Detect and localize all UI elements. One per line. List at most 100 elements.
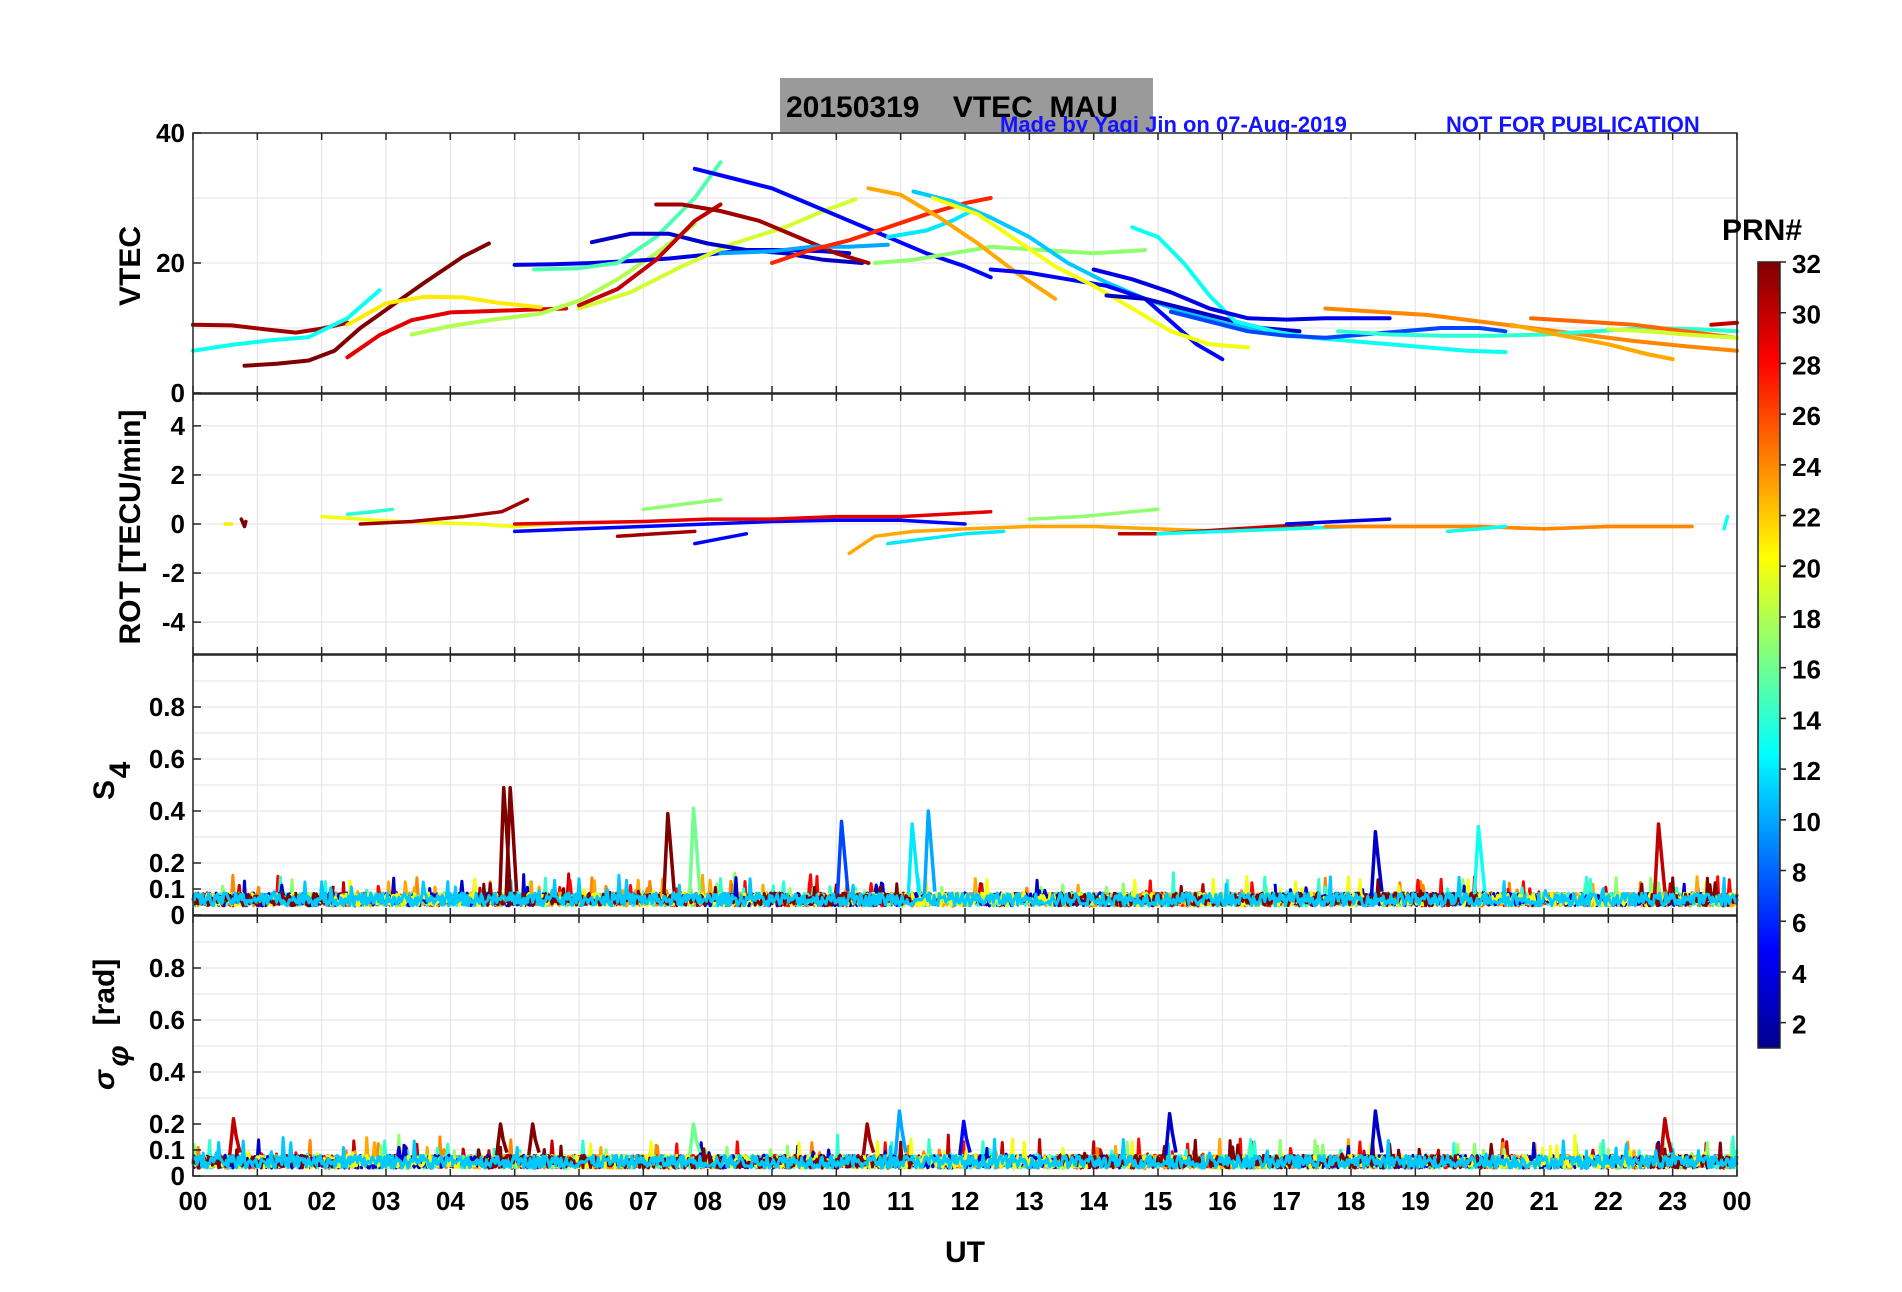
vtec-ylabel: VTEC <box>114 226 147 306</box>
title-box <box>780 78 1153 132</box>
peak-prn-12 <box>906 822 921 895</box>
peak-prn-30 <box>227 1117 242 1156</box>
colorbar-tick-label: 2 <box>1792 1010 1806 1040</box>
svg-text:S: S <box>88 780 121 800</box>
x-tick-label: 13 <box>1015 1186 1044 1216</box>
peak-prn-5 <box>958 1119 972 1156</box>
x-tick-label: 19 <box>1401 1186 1430 1216</box>
peak-prn-32 <box>527 1122 541 1156</box>
s4-ylabel: S 4 <box>88 761 137 800</box>
y-tick-label: 40 <box>156 118 185 148</box>
peak-prn-31 <box>861 1122 876 1156</box>
series-line-prn-29 <box>512 509 993 526</box>
series-line-prn-31 <box>358 497 530 526</box>
series-line-prn-32 <box>239 517 248 529</box>
peak-prn-32 <box>504 785 519 895</box>
rot-panel: -4 -2 0 2 4 <box>162 393 1738 655</box>
peak-prn-3 <box>1163 1111 1178 1156</box>
colorbar-title: PRN# <box>1722 214 1802 247</box>
series-line-prn-15 <box>532 160 723 272</box>
y-tick-label: 0.1 <box>149 874 185 904</box>
series-line-prn-23 <box>866 186 1058 301</box>
x-tick-label: 20 <box>1465 1186 1494 1216</box>
x-tick-label: 09 <box>758 1186 787 1216</box>
x-tick-label: 06 <box>565 1186 594 1216</box>
peak-prn-30 <box>1659 1117 1674 1156</box>
x-tick-label: 23 <box>1658 1186 1687 1216</box>
x-tick-label: 05 <box>500 1186 529 1216</box>
x-tick-label: 03 <box>372 1186 401 1216</box>
series-line-prn-12 <box>885 209 974 239</box>
series-line-prn-30 <box>577 202 723 308</box>
peak-prn-3 <box>1369 830 1384 895</box>
peak-prn-30 <box>1652 822 1667 895</box>
peak-prn-13 <box>1472 824 1487 895</box>
colorbar-tick-label: 28 <box>1792 350 1821 380</box>
figure-title: 20150319 VTEC MAU <box>786 91 1118 124</box>
series-line-prn-5 <box>693 532 749 546</box>
svg-text:σ: σ <box>88 1069 121 1090</box>
x-tick-label: 11 <box>887 1186 915 1216</box>
series-line-prn-13 <box>1722 514 1730 531</box>
series-line-prn-18 <box>409 222 697 337</box>
colorbar-tick-label: 10 <box>1792 807 1821 837</box>
x-tick-label: 12 <box>951 1186 980 1216</box>
series-line-prn-17 <box>1027 507 1160 521</box>
x-tick-labels: 00 01 02 03 04 05 06 07 08 09 10 11 12 13 14 15 16 17 18 19… <box>179 1186 1752 1216</box>
series-line-prn-13 <box>1156 524 1353 536</box>
series-line-prn-21 <box>345 294 543 327</box>
series-line-prn-29 <box>345 306 569 360</box>
series-line-prn-31 <box>615 529 697 539</box>
x-tick-label: 18 <box>1337 1186 1366 1216</box>
x-tick-label: 16 <box>1208 1186 1237 1216</box>
series-line-prn-13 <box>1445 524 1508 534</box>
y-tick-label: 0.1 <box>149 1135 185 1165</box>
colorbar-tick-label: 16 <box>1792 655 1821 685</box>
x-tick-label: 10 <box>822 1186 851 1216</box>
svg-text:[rad]: [rad] <box>88 959 121 1026</box>
colorbar-tick-label: 8 <box>1792 858 1806 888</box>
y-tick-label: 0.8 <box>149 692 185 722</box>
vtec-panel: 0 20 40 <box>156 118 1739 408</box>
y-tick-label: 0.6 <box>149 1005 185 1035</box>
colorbar-tick-label: 4 <box>1792 959 1807 989</box>
x-tick-label: 00 <box>1723 1186 1752 1216</box>
x-tick-label: 02 <box>307 1186 336 1216</box>
series-line-prn-5 <box>692 166 993 280</box>
x-tick-label: 08 <box>693 1186 722 1216</box>
series-line-prn-25 <box>1529 316 1739 340</box>
y-tick-label: 0 <box>171 509 185 539</box>
y-tick-label: 0.2 <box>149 1109 185 1139</box>
y-tick-label: 4 <box>171 411 186 441</box>
colorbar-tick-label: 14 <box>1792 705 1821 735</box>
series-line-prn-20 <box>319 514 556 529</box>
series-line-prn-23 <box>1509 322 1675 362</box>
colorbar-tick-label: 12 <box>1792 756 1821 786</box>
y-tick-label: 0.8 <box>149 953 185 983</box>
colorbar-tick-label: 6 <box>1792 908 1806 938</box>
colorbar-tick-label: 20 <box>1792 553 1821 583</box>
y-tick-label: 0 <box>171 1161 185 1191</box>
colorbar-tick-label: 26 <box>1792 401 1821 431</box>
peak-prn-3 <box>1369 1109 1384 1156</box>
series-line-prn-14 <box>345 507 395 516</box>
colorbar-tick-label: 32 <box>1792 249 1821 279</box>
x-axis-label: UT <box>945 1236 985 1269</box>
x-tick-label: 00 <box>179 1186 208 1216</box>
colorbar-ticks: 32 30 28 26 24 22 20 18 16 14 12 10 8 6 4 2 <box>1780 249 1821 1040</box>
svg-text:4: 4 <box>104 761 137 778</box>
peak-prn-32 <box>494 1122 509 1156</box>
x-tick-label: 04 <box>436 1186 465 1216</box>
x-tick-label: 01 <box>243 1186 272 1216</box>
peak-prn-16 <box>687 806 702 895</box>
trace-prn-11 <box>191 873 1739 908</box>
y-tick-label: 0.4 <box>149 796 186 826</box>
y-tick-label: 0 <box>171 900 185 930</box>
series-line-prn-4 <box>1091 267 1392 322</box>
sigma-phi-ylabel: σ φ [rad] <box>88 959 135 1090</box>
sigma-phi-panel: 00.10.2 0.4 0.6 0.8 <box>149 915 1739 1191</box>
y-tick-label: 20 <box>156 248 185 278</box>
colorbar-tick-label: 24 <box>1792 452 1821 482</box>
x-tick-label: 21 <box>1530 1186 1559 1216</box>
series-line-prn-19 <box>1606 327 1739 340</box>
